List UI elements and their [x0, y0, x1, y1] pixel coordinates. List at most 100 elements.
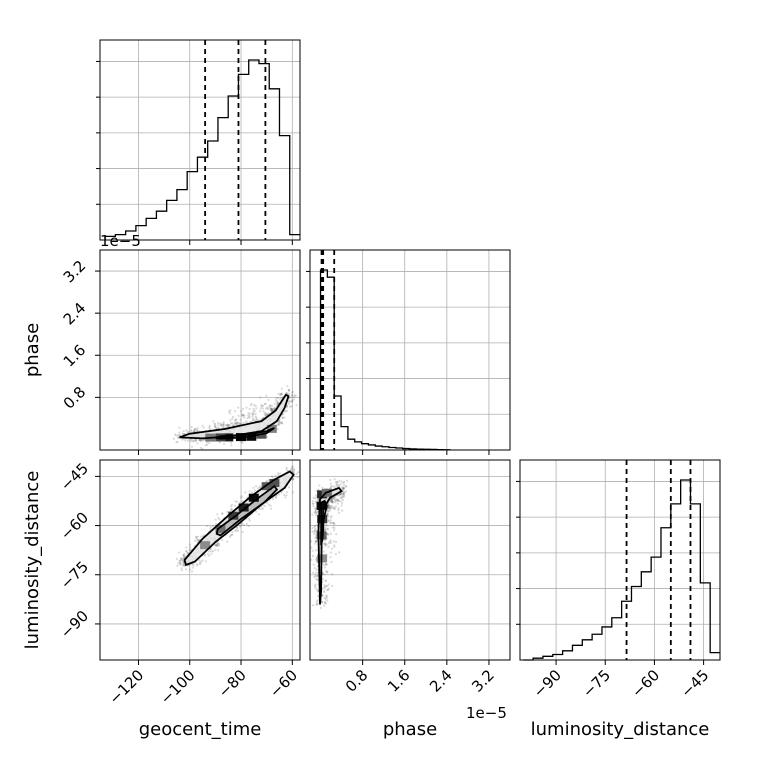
panel-phase-vs-geocent-time-sample	[178, 426, 181, 429]
panel-luminosity-distance-vs-phase-sample	[323, 543, 326, 546]
panel-luminosity-distance-vs-geocent-time-sample	[182, 557, 186, 560]
panel-phase-vs-geocent-time-sample	[177, 434, 180, 437]
panel-luminosity-distance-vs-geocent-time-sample	[283, 493, 286, 497]
panel-luminosity-distance-vs-phase-sample	[330, 497, 333, 500]
panel-luminosity-distance-vs-geocent-time-sample	[230, 505, 233, 508]
panel-luminosity-distance-vs-phase-sample	[327, 504, 331, 507]
panel-luminosity-distance-vs-phase-sample	[319, 606, 322, 610]
panel-phase-vs-geocent-time-sample	[172, 437, 175, 440]
panel-luminosity-distance-vs-phase-sample	[323, 586, 326, 589]
panel-luminosity-distance-vs-geocent-time-sample	[240, 495, 243, 498]
panel-phase-vs-geocent-time-sample	[255, 418, 259, 421]
panel-luminosity-distance-vs-geocent-time-sample	[205, 524, 208, 528]
panel-luminosity-distance-vs-geocent-time-density-cell-4	[215, 524, 226, 533]
panel-luminosity-distance-vs-phase-sample	[344, 490, 347, 493]
panel-phase-vs-geocent-time-sample	[190, 428, 193, 432]
panel-phase-vs-geocent-time-sample	[193, 430, 196, 433]
panel-phase-vs-geocent-time-sample	[246, 417, 249, 420]
panel-luminosity-distance-vs-geocent-time-sample	[271, 476, 274, 480]
xtick-label-luminosity-distance-3: −45	[677, 666, 712, 701]
panel-luminosity-distance-vs-phase-frame	[309, 459, 511, 661]
panel-luminosity-distance-vs-phase-sample	[330, 500, 333, 503]
panel-luminosity-distance-vs-phase-sample	[336, 498, 339, 501]
panel-phase-vs-geocent-time-sample	[173, 433, 177, 436]
panel-phase-vs-geocent-time-sample	[286, 385, 289, 388]
panel-luminosity-distance-vs-phase-sample	[339, 500, 342, 503]
panel-phase-vs-geocent-time-sample	[283, 416, 286, 419]
panel-phase-vs-geocent-time-sample	[266, 406, 269, 409]
panel-phase-vs-geocent-time-sample	[208, 426, 211, 429]
panel-phase-vs-geocent-time-sample	[223, 442, 226, 445]
panel-luminosity-distance-vs-geocent-time-sample	[240, 522, 243, 525]
panel-luminosity-distance-vs-geocent-time-sample	[214, 518, 217, 521]
panel-luminosity-distance-vs-geocent-time-sample	[216, 543, 219, 547]
panel-phase-vs-geocent-time-sample	[232, 415, 235, 419]
panel-phase-vs-geocent-time-sample	[212, 420, 215, 423]
panel-luminosity-distance-vs-geocent-time-sample	[182, 561, 185, 564]
panel-phase-vs-geocent-time-sample	[219, 424, 222, 427]
panel-phase-vs-geocent-time-sample	[231, 422, 234, 425]
panel-luminosity-distance-vs-phase-sample	[330, 500, 333, 503]
panel-luminosity-distance-vs-phase-sample	[333, 545, 336, 548]
panel-luminosity-distance-vs-phase-sample	[323, 586, 327, 589]
panel-phase-vs-geocent-time-sample	[222, 422, 225, 425]
panel-phase-vs-geocent-time-sample	[270, 407, 273, 410]
panel-luminosity-distance-vs-phase-sample	[326, 588, 329, 591]
xtick-label-phase-2: 2.4	[426, 666, 456, 696]
panel-phase-vs-geocent-time-sample	[238, 423, 241, 426]
panel-phase-vs-geocent-time-sample	[248, 415, 251, 418]
ytick-label-phase-1: 1.6	[60, 341, 90, 371]
panel-luminosity-distance-vs-phase-sample	[344, 484, 348, 487]
hist-geocent-time-frame	[99, 39, 301, 241]
panel-luminosity-distance-vs-phase-sample	[337, 494, 340, 497]
panel-luminosity-distance-vs-phase-sample	[341, 486, 344, 489]
panel-luminosity-distance-vs-phase-sample	[333, 485, 336, 488]
panel-luminosity-distance-vs-phase-sample	[332, 506, 336, 509]
panel-luminosity-distance-vs-geocent-time-sample	[260, 508, 263, 511]
panel-luminosity-distance-vs-geocent-time-sample	[287, 486, 291, 489]
panel-phase-vs-geocent-time-sample	[234, 409, 237, 413]
panel-phase-vs-geocent-time-sample	[217, 422, 220, 425]
panel-phase-vs-geocent-time-sample	[276, 396, 280, 400]
panel-phase-vs-geocent-time-sample	[260, 404, 263, 407]
panel-luminosity-distance-vs-geocent-time-sample	[262, 507, 265, 510]
panel-luminosity-distance-vs-phase-sample	[340, 497, 343, 500]
panel-phase-vs-geocent-time-sample	[270, 409, 273, 412]
panel-phase-vs-geocent-time-sample	[281, 416, 284, 419]
panel-luminosity-distance-vs-geocent-time-sample	[231, 533, 234, 536]
panel-phase-vs-geocent-time-sample	[287, 402, 291, 405]
panel-luminosity-distance-vs-phase-sample	[325, 570, 328, 573]
panel-phase-vs-geocent-time-sample	[215, 426, 218, 429]
panel-phase-vs-geocent-time-sample	[200, 440, 203, 443]
xtick-label-geocent-time-2: −80	[215, 666, 250, 701]
panel-luminosity-distance-vs-geocent-time-sample	[290, 466, 293, 469]
panel-phase-vs-geocent-time-sample	[279, 393, 282, 396]
panel-luminosity-distance-vs-geocent-time-sample	[239, 501, 242, 504]
panel-luminosity-distance-vs-geocent-time-sample	[226, 510, 229, 513]
panel-phase-vs-geocent-time-sample	[295, 404, 298, 407]
panel-luminosity-distance-vs-phase-sample	[327, 583, 330, 586]
panel-luminosity-distance-vs-phase-contour-0	[317, 486, 343, 605]
panel-luminosity-distance-vs-geocent-time-sample	[217, 516, 220, 519]
panel-phase-vs-geocent-time-sample	[213, 424, 216, 427]
panel-luminosity-distance-vs-geocent-time-sample	[187, 551, 190, 555]
panel-phase-vs-geocent-time-sample	[194, 428, 197, 431]
panel-luminosity-distance-vs-phase-sample	[342, 487, 345, 490]
panel-phase-vs-geocent-time-sample	[287, 388, 290, 391]
panel-phase-vs-geocent-time-sample	[252, 419, 255, 422]
panel-luminosity-distance-vs-geocent-time-sample	[201, 559, 204, 562]
panel-phase-vs-geocent-time-sample	[243, 416, 246, 419]
panel-luminosity-distance-vs-geocent-time-sample	[221, 512, 224, 516]
panel-luminosity-distance-vs-phase-sample	[340, 480, 343, 483]
panel-luminosity-distance-vs-phase-sample	[315, 494, 318, 497]
panel-phase-vs-geocent-time-sample	[259, 407, 262, 410]
panel-phase-vs-geocent-time-sample	[262, 410, 265, 413]
panel-luminosity-distance-vs-phase-sample	[326, 570, 329, 573]
panel-phase-vs-geocent-time-sample	[270, 408, 274, 411]
panel-luminosity-distance-vs-geocent-time-sample	[248, 519, 251, 522]
panel-luminosity-distance-vs-phase-sample	[332, 521, 335, 525]
panel-phase-vs-geocent-time-sample	[272, 408, 275, 411]
panel-luminosity-distance-vs-phase-sample	[333, 507, 336, 510]
panel-phase-vs-geocent-time-sample	[277, 392, 280, 395]
panel-luminosity-distance-vs-geocent-time-sample	[271, 497, 274, 501]
